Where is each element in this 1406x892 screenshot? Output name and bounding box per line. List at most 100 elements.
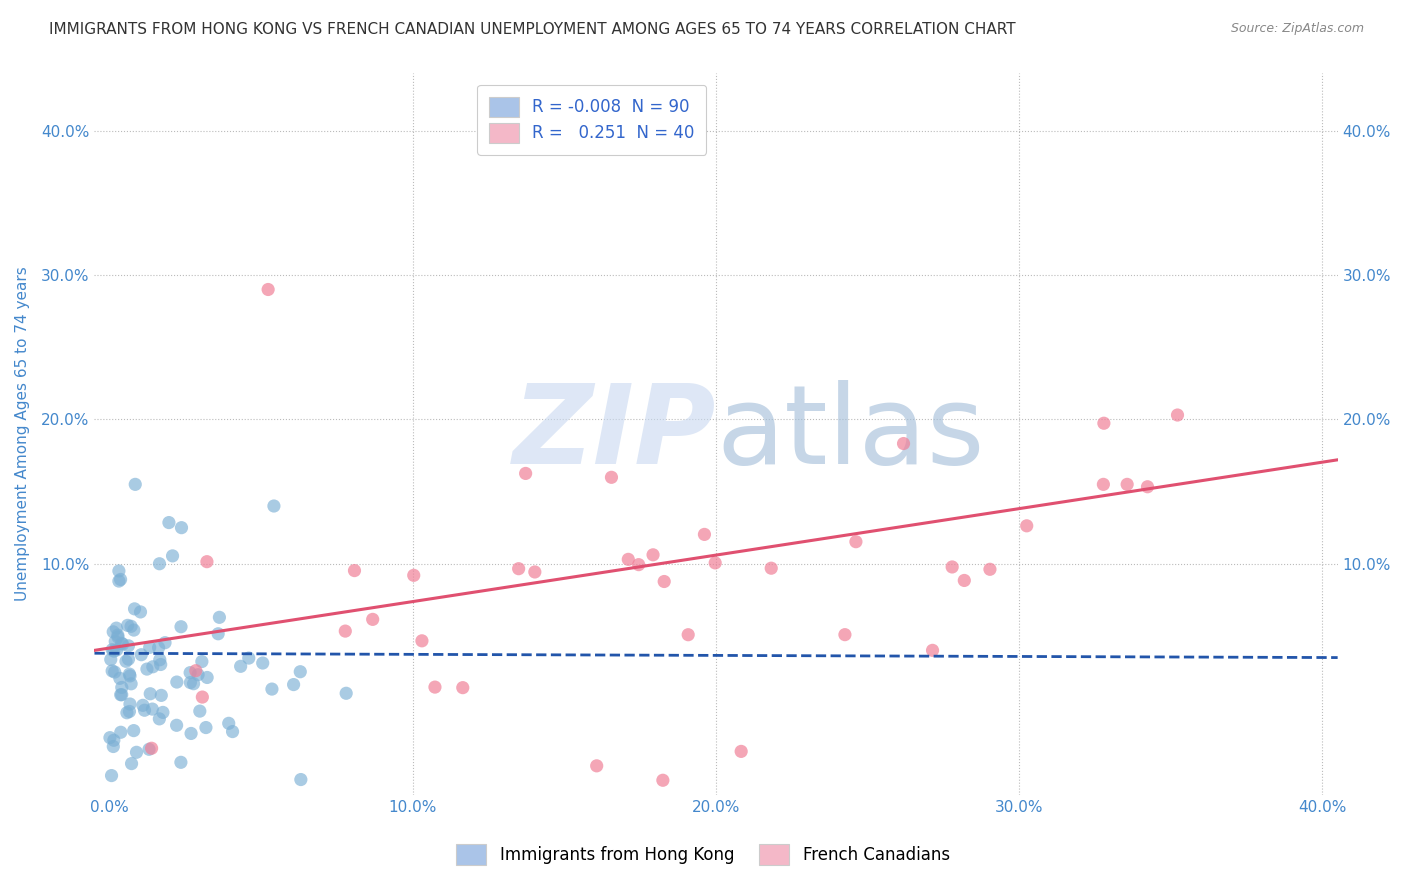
- Point: [101, 642, 124, 657]
- Point: [260, 682, 283, 697]
- Point: [150, 689, 173, 703]
- Text: IMMIGRANTS FROM HONG KONG VS FRENCH CANADIAN UNEMPLOYMENT AMONG AGES 65 TO 74 YE: IMMIGRANTS FROM HONG KONG VS FRENCH CANA…: [49, 22, 1015, 37]
- Point: [110, 688, 132, 702]
- Point: [100, 652, 122, 666]
- Point: [191, 655, 214, 669]
- Point: [157, 516, 180, 530]
- Point: [179, 665, 201, 680]
- Point: [118, 705, 141, 719]
- Point: [1092, 477, 1115, 491]
- Point: [423, 680, 446, 694]
- Point: [122, 723, 145, 738]
- Point: [124, 477, 146, 491]
- Point: [893, 436, 915, 450]
- Point: [1166, 408, 1188, 422]
- Point: [343, 564, 366, 578]
- Point: [170, 620, 193, 634]
- Point: [117, 652, 139, 666]
- Point: [138, 742, 160, 756]
- Point: [101, 809, 124, 823]
- Point: [162, 549, 184, 563]
- Point: [508, 562, 530, 576]
- Point: [138, 640, 160, 655]
- Point: [101, 664, 124, 678]
- Point: [98, 731, 121, 745]
- Point: [195, 670, 218, 684]
- Point: [941, 560, 963, 574]
- Point: [108, 564, 131, 578]
- Point: [627, 558, 650, 572]
- Point: [207, 627, 229, 641]
- Point: [104, 634, 127, 648]
- Point: [117, 639, 139, 653]
- Point: [118, 669, 141, 683]
- Point: [187, 667, 209, 681]
- Point: [221, 724, 243, 739]
- Point: [693, 527, 716, 541]
- Point: [107, 630, 129, 644]
- Point: [149, 657, 172, 672]
- Point: [451, 681, 474, 695]
- Point: [218, 716, 240, 731]
- Point: [166, 718, 188, 732]
- Point: [335, 686, 357, 700]
- Point: [105, 643, 128, 657]
- Point: [111, 681, 134, 695]
- Point: [148, 712, 170, 726]
- Point: [641, 548, 664, 562]
- Point: [979, 562, 1001, 576]
- Point: [290, 772, 312, 787]
- Point: [118, 667, 141, 681]
- Point: [139, 687, 162, 701]
- Point: [115, 654, 138, 668]
- Point: [652, 574, 675, 589]
- Point: [121, 756, 143, 771]
- Point: [108, 671, 131, 685]
- Point: [141, 741, 163, 756]
- Point: [651, 773, 673, 788]
- Point: [238, 651, 260, 665]
- Point: [132, 698, 155, 713]
- Point: [124, 602, 146, 616]
- Point: [125, 745, 148, 759]
- Point: [103, 624, 125, 639]
- Y-axis label: Unemployment Among Ages 65 to 74 years: Unemployment Among Ages 65 to 74 years: [15, 267, 30, 601]
- Point: [845, 534, 868, 549]
- Point: [104, 665, 127, 679]
- Point: [184, 664, 207, 678]
- Point: [361, 612, 384, 626]
- Point: [142, 660, 165, 674]
- Point: [761, 561, 783, 575]
- Point: [136, 662, 159, 676]
- Text: ZIP: ZIP: [513, 380, 716, 487]
- Point: [335, 624, 357, 639]
- Point: [1092, 416, 1115, 430]
- Point: [115, 706, 138, 720]
- Point: [257, 283, 280, 297]
- Point: [103, 733, 125, 747]
- Point: [953, 574, 976, 588]
- Point: [515, 467, 537, 481]
- Point: [617, 552, 640, 566]
- Point: [120, 677, 142, 691]
- Point: [103, 739, 125, 754]
- Point: [152, 706, 174, 720]
- Point: [921, 643, 943, 657]
- Point: [704, 556, 727, 570]
- Point: [229, 659, 252, 673]
- Point: [195, 555, 218, 569]
- Point: [110, 725, 132, 739]
- Point: [180, 726, 202, 740]
- Point: [208, 610, 231, 624]
- Point: [108, 574, 131, 588]
- Legend: Immigrants from Hong Kong, French Canadians: Immigrants from Hong Kong, French Canadi…: [449, 836, 957, 873]
- Text: atlas: atlas: [716, 380, 984, 487]
- Text: Source: ZipAtlas.com: Source: ZipAtlas.com: [1230, 22, 1364, 36]
- Point: [122, 623, 145, 637]
- Point: [111, 637, 134, 651]
- Point: [1015, 518, 1038, 533]
- Point: [148, 557, 170, 571]
- Point: [110, 636, 132, 650]
- Point: [100, 768, 122, 782]
- Point: [117, 618, 139, 632]
